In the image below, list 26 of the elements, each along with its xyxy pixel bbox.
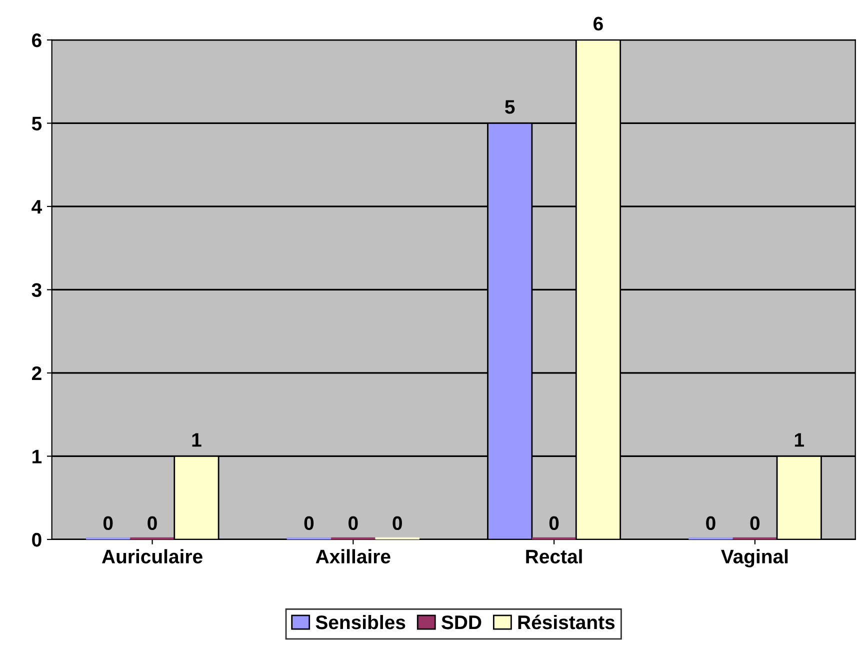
data-label: 0 [549,516,559,530]
data-label: 0 [103,516,113,530]
legend-label: SDD [442,615,482,630]
x-tick-label: Rectal [526,549,582,564]
x-tick-label: Vaginal [721,549,788,568]
legend-label: Résistants [518,614,615,630]
data-label: 1 [794,433,804,447]
data-label: 0 [392,516,402,530]
data-label: 1 [192,433,202,447]
x-tick-label: Axillaire [316,549,390,564]
data-label: 5 [505,100,515,114]
y-tick-label: 4 [32,200,42,214]
data-label: 0 [148,516,157,530]
y-tick-label: 6 [32,33,42,48]
y-tick-label: 2 [32,366,42,380]
data-label: 0 [750,516,760,530]
y-tick-label: 3 [32,283,42,297]
data-label: 0 [706,516,716,530]
y-tick-label: 1 [32,450,42,464]
data-label: 0 [304,516,314,530]
data-label: 0 [348,516,358,530]
y-tick-label: 5 [32,116,42,130]
data-label: 6 [594,16,603,31]
legend-label: Sensibles [316,614,406,630]
y-tick-label: 0 [32,532,42,547]
x-tick-label: Auriculaire [102,549,202,564]
